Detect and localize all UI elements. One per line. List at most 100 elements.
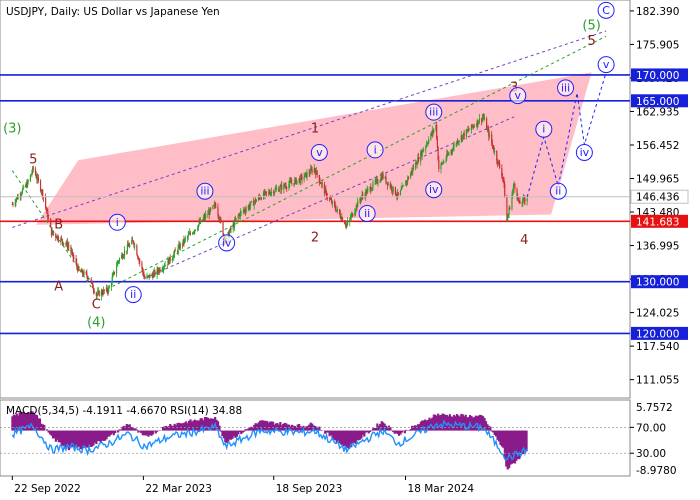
macd-bar (143, 430, 146, 436)
candle-body (121, 254, 123, 258)
macd-bar (512, 430, 515, 464)
wave-label: (4) (87, 316, 105, 331)
macd-bar (357, 430, 360, 441)
candle-body (78, 266, 80, 271)
macd-bar (88, 430, 91, 445)
macd-bar (22, 411, 26, 431)
macd-bar (257, 422, 260, 431)
macd-bar (102, 430, 105, 441)
macd-bar (241, 430, 244, 433)
macd-bar (38, 418, 42, 431)
candle-body (255, 199, 257, 202)
macd-bar (438, 415, 441, 431)
candle-body (26, 183, 28, 188)
candle-body (423, 149, 425, 152)
candle-body (76, 262, 78, 267)
macd-bar (279, 421, 282, 431)
candle-body (66, 242, 68, 248)
candle-body (131, 239, 133, 245)
macd-bar (30, 411, 33, 431)
macd-bar (101, 430, 104, 441)
candle-body (27, 180, 29, 182)
macd-bar (144, 430, 147, 436)
candle-body (260, 197, 263, 200)
candle-body (199, 221, 201, 223)
candle-body (371, 187, 373, 190)
candle-body (522, 197, 525, 199)
candle-body (80, 270, 82, 273)
candle-body (475, 125, 478, 127)
candle-body (85, 271, 87, 274)
candle-body (503, 178, 505, 185)
candle-body (480, 118, 483, 121)
candle-body (468, 129, 470, 131)
candle-body (248, 205, 250, 209)
macd-bar (21, 411, 24, 431)
candle-body (97, 290, 100, 292)
candle-body (101, 291, 103, 294)
candle-body (234, 219, 236, 221)
candle-body (237, 215, 239, 219)
current-price-box (630, 189, 689, 204)
macd-bar (418, 424, 421, 431)
candle-body (270, 192, 272, 195)
candle-body (428, 139, 430, 143)
candle-body (501, 176, 504, 178)
candle-body (105, 287, 108, 291)
candle-body (244, 210, 247, 212)
macd-bar (289, 426, 292, 431)
macd-bar (177, 422, 181, 431)
candle-body (239, 212, 242, 217)
macd-bar (186, 423, 189, 431)
macd-bar (413, 425, 417, 431)
macd-bar (331, 430, 334, 439)
indicator-label: MACD(5,34,5) -4.1911 -4.6670 RSI(14) 34.… (6, 405, 242, 417)
candle-body (22, 186, 24, 190)
candle-body (14, 202, 16, 205)
macd-bar (369, 430, 372, 433)
macd-bar (518, 430, 521, 460)
macd-bar (188, 420, 191, 431)
candle-body (394, 186, 396, 195)
candle-body (253, 202, 255, 206)
macd-bar (146, 430, 149, 436)
macd-bar (34, 414, 37, 431)
candle-body (460, 135, 462, 141)
candle-body (396, 195, 398, 197)
macd-bar (341, 430, 344, 447)
rsi-tick-label: 30.00 (636, 448, 666, 460)
candle-body (476, 120, 478, 126)
candle-body (508, 207, 510, 214)
candle-body (457, 141, 459, 144)
candle-body (263, 192, 265, 195)
candle-body (239, 214, 241, 217)
candle-body (126, 244, 129, 251)
candle-body (273, 191, 276, 194)
candle-body (402, 186, 404, 187)
macd-bar (189, 419, 192, 431)
macd-bar (521, 430, 524, 455)
macd-bar (479, 414, 482, 431)
candle-body (333, 201, 336, 206)
candle-body (35, 174, 37, 178)
candle-body (31, 172, 33, 175)
candle-body (294, 178, 297, 180)
candle-body (477, 120, 479, 125)
candle-body (36, 177, 38, 180)
candle-body (457, 141, 459, 144)
candle-body (235, 218, 237, 221)
macd-bar (169, 424, 172, 431)
wave-circle (535, 120, 553, 138)
rsi-tick-label: 70.00 (636, 422, 666, 434)
macd-bar (202, 420, 205, 431)
candle-body (507, 213, 509, 218)
macd-bar (457, 415, 460, 431)
candle-body (340, 217, 342, 220)
candle-body (136, 255, 139, 258)
candle-body (265, 191, 268, 193)
macd-bar (337, 430, 340, 443)
macd-bar (260, 420, 263, 431)
candle-body (328, 197, 331, 199)
candle-body (71, 251, 74, 253)
candle-body (238, 214, 240, 216)
